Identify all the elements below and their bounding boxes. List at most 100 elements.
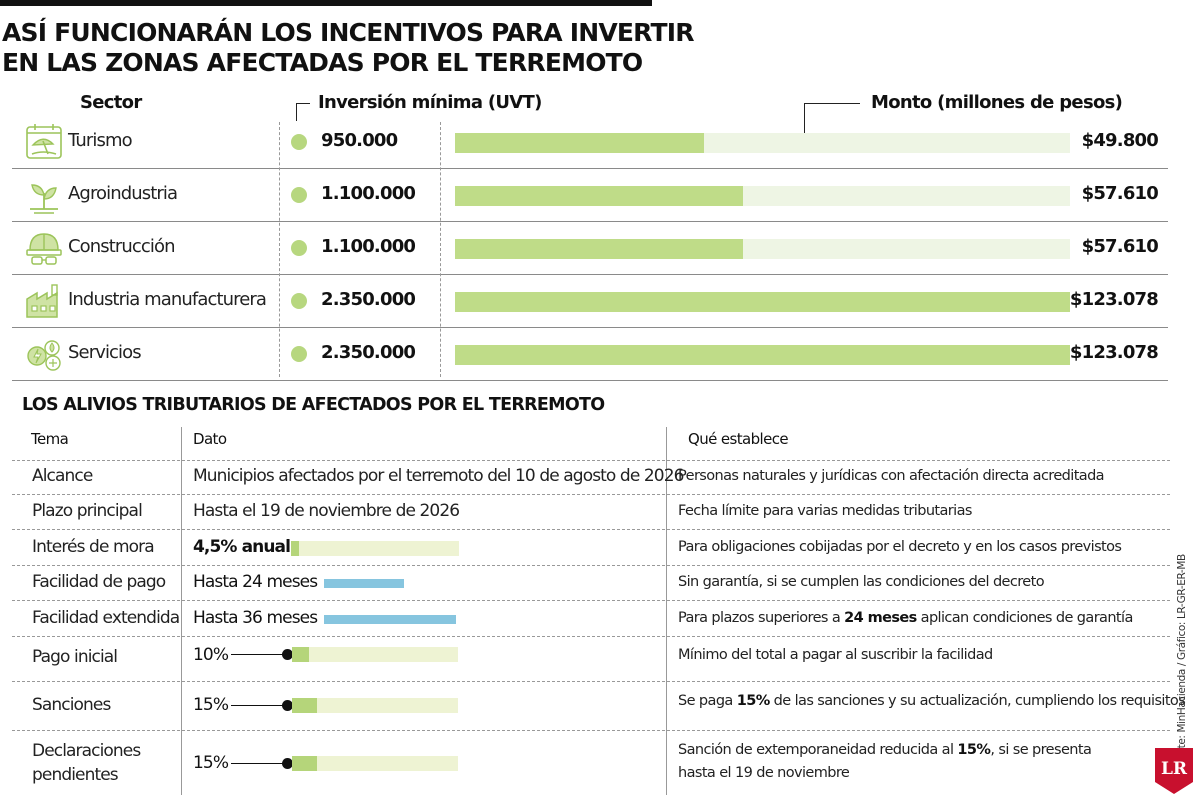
row-facilidad-tema: Facilidad de pago xyxy=(32,572,166,592)
uvt-dot xyxy=(291,134,307,150)
sector-name: Construcción xyxy=(68,236,176,257)
table-title: LOS ALIVIOS TRIBUTARIOS DE AFECTADOS POR… xyxy=(22,395,605,415)
row-plazo-tema: Plazo principal xyxy=(32,501,143,521)
declaraciones-bar-fill xyxy=(292,756,317,771)
pago-bar-fill xyxy=(292,647,309,662)
row-facilidad-dato: Hasta 24 meses xyxy=(193,572,318,592)
lr-logo: LR xyxy=(1155,748,1193,794)
uvt-header-bracket xyxy=(296,103,310,121)
monto-bar xyxy=(455,186,743,206)
monto-label: $49.800 xyxy=(1081,130,1159,151)
table-row-sep xyxy=(12,730,1170,731)
sector-name: Agroindustria xyxy=(68,183,178,204)
uvt-dot xyxy=(291,187,307,203)
row-sanciones-que: Se paga 15% de las sanciones y su actual… xyxy=(678,693,1186,709)
interes-bar-fill xyxy=(291,541,299,556)
row-declaraciones-que-1b: 15% xyxy=(957,742,991,758)
header-sector: Sector xyxy=(80,92,142,113)
beach-umbrella-icon xyxy=(26,124,62,159)
row-declaraciones-tema: Declaraciones pendientes xyxy=(32,739,141,787)
row-pago-que: Mínimo del total a pagar al suscribir la… xyxy=(678,647,993,663)
row-interes-que: Para obligaciones cobijadas por el decre… xyxy=(678,539,1122,555)
sector-name: Turismo xyxy=(68,130,133,151)
monto-leader-v xyxy=(804,103,805,139)
row-extendida-que-b: 24 meses xyxy=(844,610,917,626)
table-row-sep xyxy=(12,600,1170,601)
sector-name: Industria manufacturera xyxy=(68,289,267,310)
table-row-sep xyxy=(12,494,1170,495)
row-interes-tema: Interés de mora xyxy=(32,537,155,557)
monto-bar xyxy=(455,239,743,259)
table-row-sep xyxy=(12,636,1170,637)
table-header-dato: Dato xyxy=(193,430,227,448)
row-alcance-dato: Municipios afectados por el terremoto de… xyxy=(193,466,684,486)
monto-bar xyxy=(455,133,704,153)
facilidad-bar xyxy=(324,579,404,588)
title-line-2: EN LAS ZONAS AFECTADAS POR EL TERREMOTO xyxy=(2,48,643,77)
monto-label: $123.078 xyxy=(1069,289,1159,310)
row-declaraciones-que: Sanción de extemporaneidad reducida al 1… xyxy=(678,739,1092,785)
table-row-sep xyxy=(12,681,1170,682)
pago-leader xyxy=(231,654,287,655)
monto-label: $123.078 xyxy=(1069,342,1159,363)
monto-leader-h xyxy=(804,103,860,104)
interes-bar-track xyxy=(291,541,459,556)
declaraciones-leader-dot xyxy=(282,758,293,769)
row-declaraciones-tema-1: Declaraciones xyxy=(32,741,141,761)
sector-row xyxy=(12,116,1168,169)
sanciones-leader xyxy=(231,705,287,706)
monto-bar-track xyxy=(455,133,1070,153)
monto-bar-track xyxy=(455,239,1070,259)
sanciones-bar-fill xyxy=(292,698,317,713)
monto-bar-track xyxy=(455,345,1070,365)
row-interes-dato: 4,5% anual xyxy=(193,537,291,557)
pago-bar-track xyxy=(292,647,458,662)
sprout-icon xyxy=(30,184,58,214)
table-row-sep xyxy=(12,529,1170,530)
monto-label: $57.610 xyxy=(1081,236,1159,257)
header-monto: Monto (millones de pesos) xyxy=(871,92,1123,113)
row-extendida-que: Para plazos superiores a 24 meses aplica… xyxy=(678,610,1133,626)
uvt-value: 2.350.000 xyxy=(321,342,416,363)
declaraciones-leader xyxy=(231,763,287,764)
row-extendida-que-a: Para plazos superiores a xyxy=(678,610,841,626)
row-pago-tema: Pago inicial xyxy=(32,647,118,667)
column-divider xyxy=(440,122,441,377)
row-declaraciones-dato: 15% xyxy=(193,753,229,773)
row-extendida-que-c: aplican condiciones de garantía xyxy=(920,610,1134,626)
source-credit: Fuente: MinHacienda / Gráfico: LR-GR-ER-… xyxy=(1176,554,1188,772)
table-header-que: Qué establece xyxy=(688,430,789,448)
row-pago-dato: 10% xyxy=(193,645,229,665)
row-declaraciones-tema-2: pendientes xyxy=(32,765,119,785)
pago-leader-dot xyxy=(282,649,293,660)
uvt-value: 1.100.000 xyxy=(321,183,416,204)
row-facilidad-que: Sin garantía, si se cumplen las condicio… xyxy=(678,574,1045,590)
column-divider xyxy=(279,122,280,377)
row-declaraciones-que-1c: , si se presenta xyxy=(990,742,1092,758)
row-declaraciones-que-2: hasta el 19 de noviembre xyxy=(678,765,850,781)
row-sanciones-que-b: 15% xyxy=(736,693,771,709)
sanciones-bar-track xyxy=(292,698,458,713)
uvt-value: 1.100.000 xyxy=(321,236,416,257)
table-col-sep xyxy=(666,427,667,795)
row-sanciones-que-a: Se paga xyxy=(678,693,733,709)
uvt-dot xyxy=(291,346,307,362)
utilities-icon xyxy=(27,340,61,371)
sanciones-leader-dot xyxy=(282,700,293,711)
table-col-sep xyxy=(181,427,182,795)
uvt-dot xyxy=(291,293,307,309)
sector-name: Servicios xyxy=(68,342,142,363)
title-line-1: ASÍ FUNCIONARÁN LOS INCENTIVOS PARA INVE… xyxy=(2,18,695,47)
monto-label: $57.610 xyxy=(1081,183,1159,204)
row-plazo-dato: Hasta el 19 de noviembre de 2026 xyxy=(193,501,460,521)
row-alcance-tema: Alcance xyxy=(32,466,93,486)
monto-bar xyxy=(455,292,1070,312)
row-declaraciones-que-1a: Sanción de extemporaneidad reducida al xyxy=(678,742,954,758)
monto-bar xyxy=(455,345,1070,365)
monto-bar-track xyxy=(455,186,1070,206)
sector-row xyxy=(12,275,1168,328)
row-extendida-dato: Hasta 36 meses xyxy=(193,608,318,628)
lr-logo-text: LR xyxy=(1161,759,1188,779)
row-plazo-que: Fecha límite para varias medidas tributa… xyxy=(678,503,972,519)
declaraciones-bar-track xyxy=(292,756,458,771)
